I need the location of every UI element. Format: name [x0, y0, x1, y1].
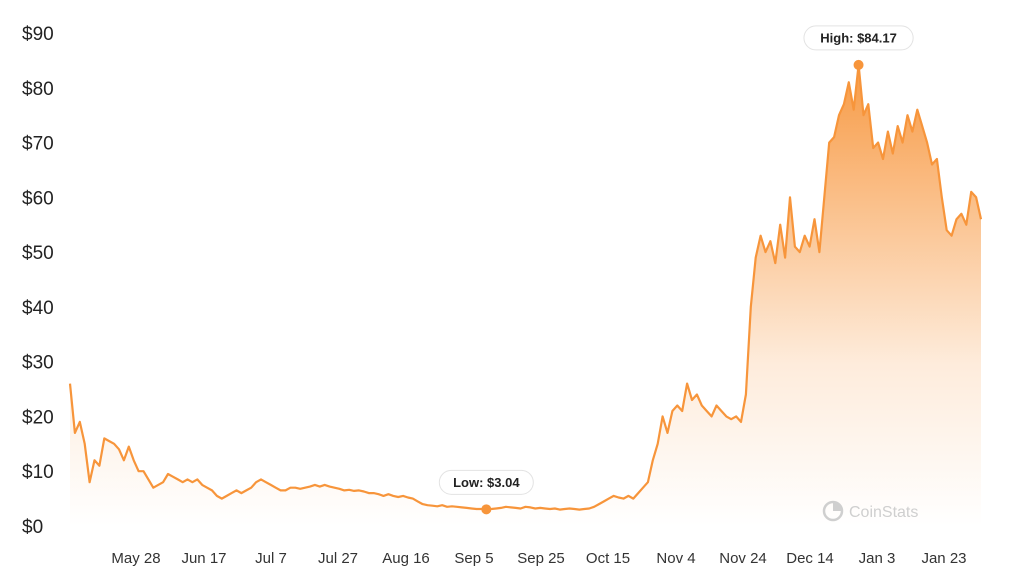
- x-tick-label: Jun 17: [181, 550, 226, 567]
- price-line: [68, 63, 983, 511]
- x-axis: May 28 Jun 17 Jul 7 Jul 27 Aug 16 Sep 5 Sep 25…: [111, 550, 966, 567]
- extreme-point-marker: [481, 504, 492, 515]
- x-tick-label: Sep 5: [454, 550, 493, 567]
- y-tick-label: $70: [22, 134, 54, 155]
- callout-label: High: $84.17: [820, 30, 897, 45]
- extreme-point-marker: [853, 59, 864, 70]
- x-tick-label: Aug 16: [382, 550, 430, 567]
- y-tick-label: $40: [22, 298, 54, 319]
- x-tick-label: May 28: [111, 550, 160, 567]
- y-tick-label: $10: [22, 462, 54, 483]
- x-tick-label: Oct 15: [586, 550, 630, 567]
- y-tick-label: $30: [22, 353, 54, 374]
- plot-area: [68, 63, 983, 527]
- callouts: High: $84.17 Low: $3.04: [438, 25, 914, 515]
- coinstats-logo-icon: [822, 500, 844, 522]
- x-tick-label: Dec 14: [786, 550, 834, 567]
- x-tick-label: Sep 25: [517, 550, 565, 567]
- y-axis: $0 $10 $20 $30 $40 $50 $60 $70 $80 $90: [22, 24, 54, 538]
- price-area-fill: [70, 64, 981, 527]
- x-tick-label: Jan 23: [921, 550, 966, 567]
- y-tick-label: $0: [22, 517, 43, 538]
- coinstats-watermark: CoinStats: [822, 500, 918, 522]
- x-tick-label: Jan 3: [859, 550, 896, 567]
- y-tick-label: $20: [22, 407, 54, 428]
- x-tick-label: Jul 7: [255, 550, 287, 567]
- y-tick-label: $60: [22, 188, 54, 209]
- watermark-text: CoinStats: [849, 504, 918, 521]
- x-tick-label: Nov 4: [656, 550, 695, 567]
- x-tick-label: Jul 27: [318, 550, 358, 567]
- y-tick-label: $90: [22, 24, 54, 45]
- callout-box: [438, 469, 534, 495]
- y-tick-label: $50: [22, 243, 54, 264]
- callout-box: [803, 25, 914, 51]
- y-tick-label: $80: [22, 79, 54, 100]
- x-tick-label: Nov 24: [719, 550, 767, 567]
- callout-label: Low: $3.04: [453, 475, 520, 490]
